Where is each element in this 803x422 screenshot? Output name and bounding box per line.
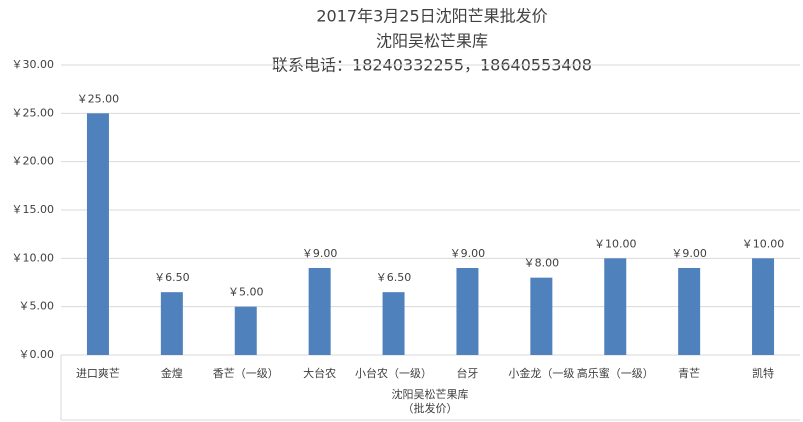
y-tick-label: ￥5.00 bbox=[19, 300, 55, 313]
value-label: ￥25.00 bbox=[77, 92, 120, 105]
x-tick-label: 香芒（一级） bbox=[213, 367, 279, 380]
value-label: ￥6.50 bbox=[376, 271, 412, 284]
bar bbox=[604, 258, 627, 355]
x-axis-label: 沈阳吴松芒果库 bbox=[392, 387, 469, 401]
bar bbox=[678, 268, 701, 355]
value-label: ￥9.00 bbox=[302, 247, 338, 260]
y-tick-label: ￥15.00 bbox=[12, 203, 55, 216]
value-label: ￥10.00 bbox=[742, 237, 785, 250]
x-tick-label: 金煌 bbox=[161, 366, 183, 380]
value-label: ￥9.00 bbox=[671, 247, 707, 260]
y-tick-label: ￥20.00 bbox=[12, 155, 55, 168]
bar bbox=[456, 268, 479, 355]
bar bbox=[308, 268, 331, 355]
chart-title: 2017年3月25日沈阳芒果批发价 bbox=[316, 7, 547, 26]
x-tick-label: 大台农 bbox=[303, 366, 336, 380]
x-tick-label: 青芒 bbox=[678, 367, 700, 380]
bar bbox=[160, 292, 183, 355]
y-tick-label: ￥25.00 bbox=[12, 106, 55, 119]
x-tick-label: 高乐蜜（一级） bbox=[577, 366, 654, 380]
x-tick-label: 小金龙（一级 bbox=[508, 366, 574, 380]
x-tick-label: 小台农（一级） bbox=[355, 366, 432, 380]
bar bbox=[234, 306, 257, 355]
y-tick-label: ￥0.00 bbox=[19, 348, 55, 361]
y-tick-label: ￥10.00 bbox=[12, 251, 55, 264]
value-label: ￥9.00 bbox=[450, 247, 486, 260]
value-label: ￥10.00 bbox=[594, 237, 637, 250]
bar bbox=[86, 113, 109, 355]
x-tick-label: 凯特 bbox=[752, 366, 774, 380]
x-axis-label: （批发价） bbox=[403, 401, 458, 415]
bar bbox=[530, 277, 553, 355]
bar bbox=[382, 292, 405, 355]
x-tick-label: 进口爽芒 bbox=[76, 367, 120, 380]
value-label: ￥6.50 bbox=[154, 271, 190, 284]
x-tick-label: 台牙 bbox=[456, 366, 478, 380]
y-tick-label: ￥30.00 bbox=[12, 58, 55, 71]
value-label: ￥5.00 bbox=[228, 286, 264, 299]
bar bbox=[752, 258, 775, 355]
chart-subtitle: 沈阳吴松芒果库 bbox=[376, 32, 488, 51]
value-label: ￥8.00 bbox=[524, 257, 560, 270]
